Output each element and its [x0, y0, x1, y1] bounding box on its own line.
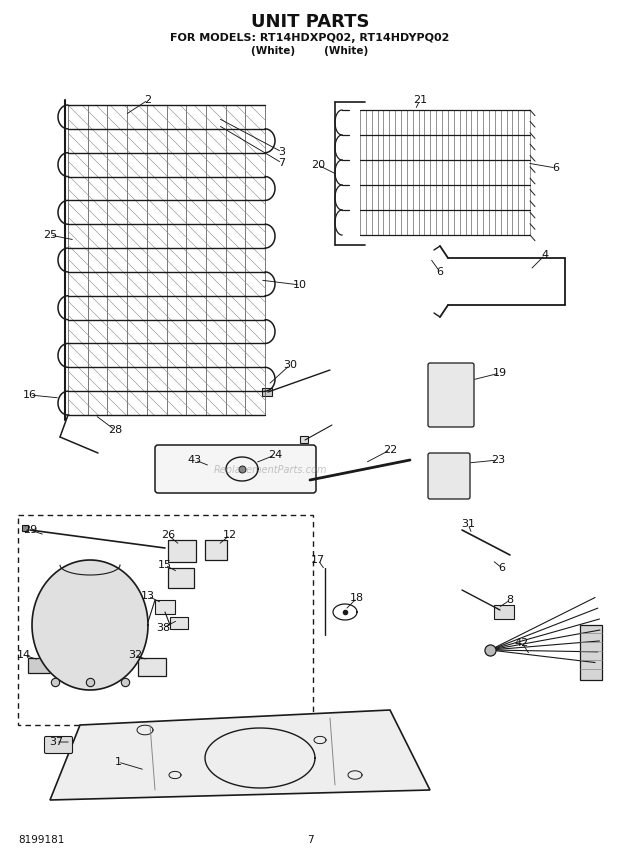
- Text: 28: 28: [108, 425, 122, 435]
- FancyBboxPatch shape: [155, 445, 316, 493]
- Bar: [300, 436, 308, 443]
- Text: 4: 4: [541, 250, 549, 260]
- Bar: [138, 658, 166, 676]
- Text: 22: 22: [383, 445, 397, 455]
- FancyBboxPatch shape: [428, 453, 470, 499]
- Bar: [168, 540, 196, 562]
- Bar: [205, 540, 227, 560]
- Bar: [170, 617, 188, 629]
- Bar: [28, 658, 50, 673]
- Text: 37: 37: [49, 737, 63, 747]
- Text: 18: 18: [350, 593, 364, 603]
- Bar: [168, 568, 194, 588]
- Text: 20: 20: [311, 160, 325, 170]
- Text: 23: 23: [491, 455, 505, 465]
- Text: 15: 15: [158, 560, 172, 570]
- Text: 19: 19: [493, 368, 507, 378]
- Bar: [155, 600, 175, 614]
- Text: (White)        (White): (White) (White): [251, 46, 369, 56]
- Text: 3: 3: [278, 147, 285, 157]
- Text: 6: 6: [552, 163, 559, 173]
- Text: 12: 12: [223, 530, 237, 540]
- Text: 6: 6: [436, 267, 443, 277]
- Text: 25: 25: [43, 230, 57, 240]
- Text: 24: 24: [268, 450, 282, 460]
- Text: 6: 6: [498, 563, 505, 573]
- Text: ReplacementParts.com: ReplacementParts.com: [213, 465, 327, 475]
- Text: 26: 26: [161, 530, 175, 540]
- FancyBboxPatch shape: [428, 363, 474, 427]
- Text: 29: 29: [23, 525, 37, 535]
- Text: 17: 17: [311, 555, 325, 565]
- Text: 38: 38: [156, 623, 170, 633]
- Text: 16: 16: [23, 390, 37, 400]
- Polygon shape: [32, 560, 148, 690]
- Text: 13: 13: [141, 591, 155, 601]
- FancyBboxPatch shape: [45, 736, 73, 753]
- Text: UNIT PARTS: UNIT PARTS: [250, 13, 370, 31]
- Text: 32: 32: [128, 650, 142, 660]
- Text: 1: 1: [115, 757, 122, 767]
- Bar: [262, 388, 272, 396]
- Text: 31: 31: [461, 519, 475, 529]
- Polygon shape: [50, 710, 430, 800]
- Text: 14: 14: [17, 650, 31, 660]
- Text: 8199181: 8199181: [18, 835, 64, 845]
- Bar: [494, 605, 514, 619]
- Text: 8: 8: [507, 595, 513, 605]
- Text: 42: 42: [515, 638, 529, 648]
- Bar: [580, 625, 602, 680]
- Text: 43: 43: [188, 455, 202, 465]
- Text: 10: 10: [293, 280, 307, 290]
- Text: FOR MODELS: RT14HDXPQ02, RT14HDYPQ02: FOR MODELS: RT14HDXPQ02, RT14HDYPQ02: [170, 33, 450, 43]
- Text: 7: 7: [278, 158, 286, 168]
- Text: 2: 2: [144, 95, 151, 105]
- Text: 21: 21: [413, 95, 427, 105]
- Text: 7: 7: [307, 835, 313, 845]
- Bar: [18, 515, 313, 725]
- Text: 30: 30: [283, 360, 297, 370]
